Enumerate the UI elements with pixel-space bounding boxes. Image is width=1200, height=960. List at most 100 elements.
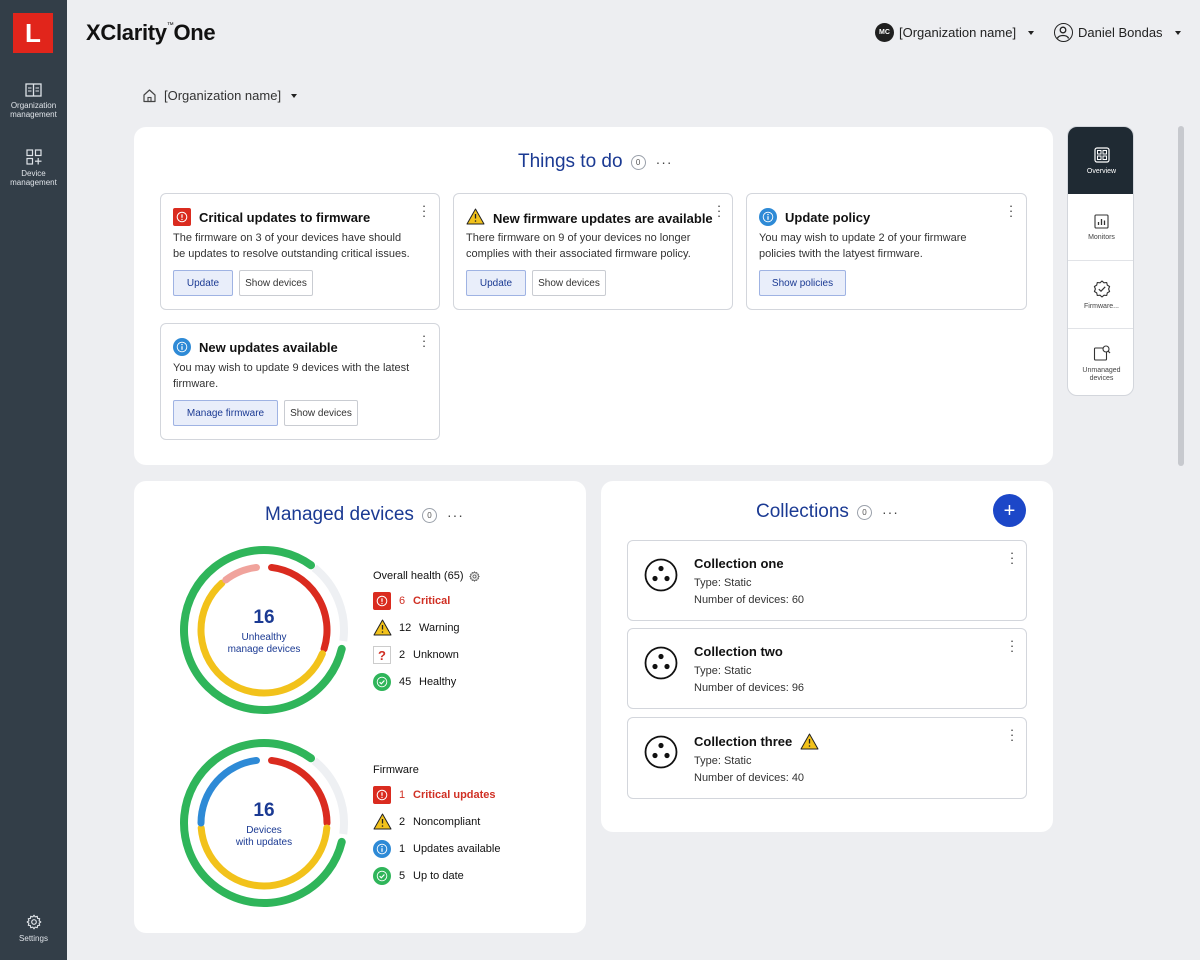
sidenav-label: Unmanaged — [1082, 367, 1121, 374]
panel-title: Things to do — [518, 151, 623, 172]
todo-card-title: New firmware updates are available — [493, 210, 713, 226]
todo-card-title: New updates available — [199, 339, 338, 355]
user-menu[interactable]: Daniel Bondas — [1054, 23, 1181, 42]
todo-card-header: Update policy — [759, 208, 870, 226]
sidenav-firmware[interactable]: Firmware... — [1068, 262, 1133, 329]
more-options-icon[interactable]: ··· — [881, 504, 899, 520]
breadcrumb[interactable]: [Organization name] — [142, 88, 298, 103]
description-line: There firmware on 9 of your devices no l… — [466, 232, 691, 244]
rail-label: Device management — [10, 169, 57, 187]
todo-card-description: The firmware on 3 of your devices have s… — [173, 230, 410, 262]
collection-item[interactable]: Collection three Type: Static Number of … — [627, 717, 1027, 799]
update-button[interactable]: Update — [173, 270, 233, 296]
firmware-donut-chart[interactable] — [178, 737, 350, 909]
kebab-menu-icon[interactable]: · · · — [1008, 198, 1014, 223]
todo-card-title: Critical updates to firmware — [199, 209, 371, 225]
description-line: firmware. — [173, 378, 219, 390]
warning-icon — [373, 619, 392, 636]
legend-count: 2 — [399, 649, 406, 661]
kebab-menu-icon[interactable]: · · · — [1009, 545, 1015, 570]
rail-label: Settings — [19, 934, 48, 943]
update-button[interactable]: Update — [466, 270, 526, 296]
more-options-icon[interactable]: ··· — [655, 154, 673, 170]
collection-item[interactable]: Collection two Type: Static Number of de… — [627, 628, 1027, 709]
left-rail: L Organization management Device managem… — [0, 0, 67, 960]
health-donut-chart[interactable] — [178, 544, 350, 716]
critical-icon — [373, 592, 391, 610]
legend-label: Updates available — [413, 843, 501, 855]
center-label-line: Devices — [246, 825, 282, 836]
legend-row-up-to-date[interactable]: 5 Up to date — [373, 867, 464, 885]
show-policies-button[interactable]: Show policies — [759, 270, 846, 296]
description-line: be updates to resolve outstanding critic… — [173, 248, 410, 260]
user-name: Daniel Bondas — [1078, 25, 1163, 40]
legend-row-updates-available[interactable]: 1 Updates available — [373, 840, 500, 858]
user-avatar-icon — [1054, 23, 1073, 42]
panel-title: Collections — [756, 501, 849, 522]
todo-card-new-updates: New updates available · · · You may wish t… — [160, 323, 440, 440]
todo-card-description: There firmware on 9 of your devices no l… — [466, 230, 691, 262]
sidenav-unmanaged-devices[interactable]: Unmanaged devices — [1068, 330, 1133, 395]
legend-label: Unknown — [413, 649, 459, 661]
legend-row-warning[interactable]: 12 Warning — [373, 619, 460, 636]
legend-count: 12 — [399, 621, 412, 634]
sidenav-overview[interactable]: Overview — [1068, 127, 1133, 194]
donut-segment-critical[interactable] — [268, 563, 331, 653]
rail-item-device-management[interactable]: Device management — [0, 149, 67, 187]
count-badge: 0 — [856, 504, 872, 520]
more-options-icon[interactable]: ··· — [446, 507, 464, 523]
managed-devices-header: Managed devices 0 ··· — [265, 504, 464, 526]
legend-label: Healthy — [419, 676, 457, 688]
warning-icon — [373, 813, 392, 830]
firmware-donut-center: 16 Devices with updates — [214, 800, 314, 849]
org-switcher[interactable]: MC [Organization name] — [875, 23, 1035, 42]
collection-item[interactable]: Collection one Type: Static Number of de… — [627, 540, 1027, 621]
health-donut-center: 16 Unhealthy manage devices — [214, 607, 314, 656]
legend-row-healthy[interactable]: 45 Healthy — [373, 673, 456, 691]
kebab-menu-icon[interactable]: · · · — [1009, 633, 1015, 658]
collection-name: Collection one — [694, 556, 784, 571]
critical-icon — [373, 786, 391, 804]
lenovo-logo[interactable]: L — [13, 13, 53, 53]
scrollbar-thumb[interactable] — [1178, 126, 1184, 466]
todo-card-description: You may wish to update 9 devices with th… — [173, 360, 409, 392]
sidenav-monitors[interactable]: Monitors — [1068, 194, 1133, 261]
kebab-menu-icon[interactable]: · · · — [421, 198, 427, 223]
legend-row-noncompliant[interactable]: 2 Noncompliant — [373, 813, 480, 830]
donut-segment-updates-available[interactable] — [197, 756, 260, 827]
kebab-menu-icon[interactable]: · · · — [1009, 722, 1015, 747]
gear-icon — [26, 914, 41, 930]
critical-icon — [173, 208, 191, 226]
todo-card-description: You may wish to update 2 of your firmwar… — [759, 230, 966, 262]
show-devices-button[interactable]: Show devices — [239, 270, 313, 296]
show-devices-button[interactable]: Show devices — [532, 270, 606, 296]
collections-header: Collections 0 ··· — [756, 501, 899, 523]
legend-row-unknown[interactable]: ? 2 Unknown — [373, 646, 459, 664]
add-collection-button[interactable]: + — [993, 494, 1026, 527]
kebab-menu-icon[interactable]: · · · — [421, 328, 427, 353]
collection-name: Collection two — [694, 644, 783, 659]
building-icon — [25, 83, 42, 97]
legend-row-critical[interactable]: 6 Critical — [373, 592, 450, 610]
center-label-line: manage devices — [227, 644, 301, 655]
manage-firmware-button[interactable]: Manage firmware — [173, 400, 278, 426]
collection-type: Type: Static — [694, 665, 752, 677]
kebab-menu-icon[interactable]: · · · — [716, 198, 722, 223]
rail-item-organization-management[interactable]: Organization management — [0, 82, 67, 119]
donut-segment-critical-updates[interactable] — [268, 756, 331, 827]
settings-icon[interactable] — [468, 570, 480, 582]
description-line: You may wish to update 9 devices with th… — [173, 362, 410, 374]
grid-add-icon — [25, 149, 42, 165]
collection-icon — [644, 558, 678, 592]
legend-count: 6 — [399, 595, 406, 607]
chart-icon — [1094, 214, 1109, 229]
things-to-do-panel: Things to do 0 ··· Critical updates to f… — [134, 127, 1053, 465]
donut-segment-noncompliant[interactable] — [197, 824, 331, 890]
rail-item-settings[interactable]: Settings — [0, 914, 67, 943]
show-devices-button[interactable]: Show devices — [284, 400, 358, 426]
donut-segment-unknown[interactable] — [222, 563, 260, 584]
collection-icon — [644, 735, 678, 769]
donut-segment-warning[interactable] — [197, 579, 326, 697]
device-search-icon — [1093, 345, 1110, 361]
legend-row-critical-updates[interactable]: 1 Critical updates — [373, 786, 496, 804]
